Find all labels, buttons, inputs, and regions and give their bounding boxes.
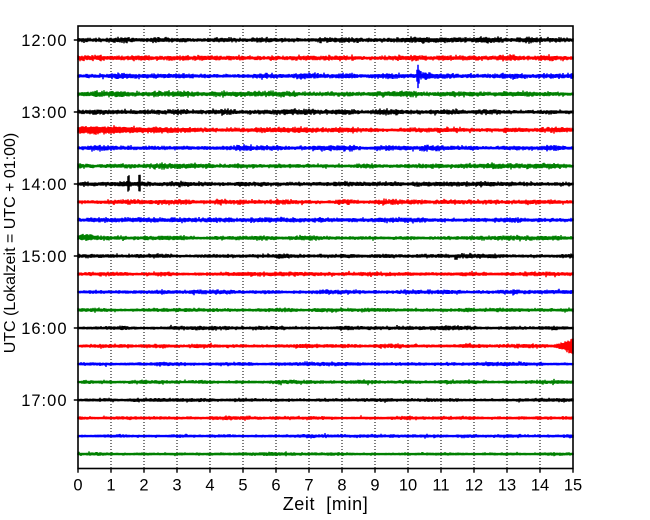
svg-text:5: 5 [238, 477, 247, 495]
svg-text:6: 6 [271, 477, 280, 495]
svg-text:13:00: 13:00 [21, 104, 67, 122]
svg-text:8: 8 [337, 477, 346, 495]
svg-text:14:00: 14:00 [21, 176, 67, 194]
svg-text:13: 13 [498, 477, 516, 495]
svg-text:16:00: 16:00 [21, 320, 67, 338]
svg-text:15: 15 [564, 477, 582, 495]
svg-text:2: 2 [139, 477, 148, 495]
svg-text:4: 4 [205, 477, 214, 495]
svg-text:11: 11 [432, 477, 449, 495]
svg-text:12:00: 12:00 [21, 32, 67, 50]
svg-text:14: 14 [531, 477, 549, 495]
svg-text:Zeit [min]: Zeit [min] [283, 494, 369, 514]
svg-text:10: 10 [399, 477, 417, 495]
svg-text:7: 7 [304, 477, 313, 495]
svg-text:15:00: 15:00 [21, 248, 67, 266]
svg-text:0: 0 [73, 477, 82, 495]
svg-text:17:00: 17:00 [21, 392, 67, 410]
svg-text:12: 12 [465, 477, 483, 495]
svg-text:1: 1 [106, 477, 115, 495]
svg-text:UTC (Lokalzeit = UTC + 01:00): UTC (Lokalzeit = UTC + 01:00) [2, 133, 19, 354]
svg-text:3: 3 [172, 477, 181, 495]
svg-text:9: 9 [370, 477, 379, 495]
